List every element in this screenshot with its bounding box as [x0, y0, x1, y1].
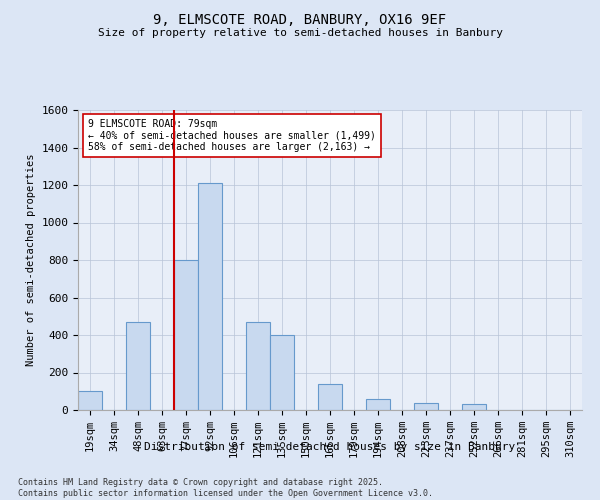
Bar: [414, 402, 438, 410]
Text: Contains HM Land Registry data © Crown copyright and database right 2025.
Contai: Contains HM Land Registry data © Crown c…: [18, 478, 433, 498]
Y-axis label: Number of semi-detached properties: Number of semi-detached properties: [26, 154, 36, 366]
Text: 9, ELMSCOTE ROAD, BANBURY, OX16 9EF: 9, ELMSCOTE ROAD, BANBURY, OX16 9EF: [154, 12, 446, 26]
Text: Size of property relative to semi-detached houses in Banbury: Size of property relative to semi-detach…: [97, 28, 503, 38]
Bar: [246, 322, 270, 410]
Bar: [318, 384, 342, 410]
Bar: [462, 404, 486, 410]
Text: Distribution of semi-detached houses by size in Banbury: Distribution of semi-detached houses by …: [145, 442, 515, 452]
Bar: [198, 183, 222, 410]
Bar: [174, 260, 198, 410]
Bar: [126, 322, 150, 410]
Bar: [270, 335, 294, 410]
Text: 9 ELMSCOTE ROAD: 79sqm
← 40% of semi-detached houses are smaller (1,499)
58% of : 9 ELMSCOTE ROAD: 79sqm ← 40% of semi-det…: [88, 119, 376, 152]
Bar: [78, 391, 102, 410]
Bar: [366, 399, 390, 410]
